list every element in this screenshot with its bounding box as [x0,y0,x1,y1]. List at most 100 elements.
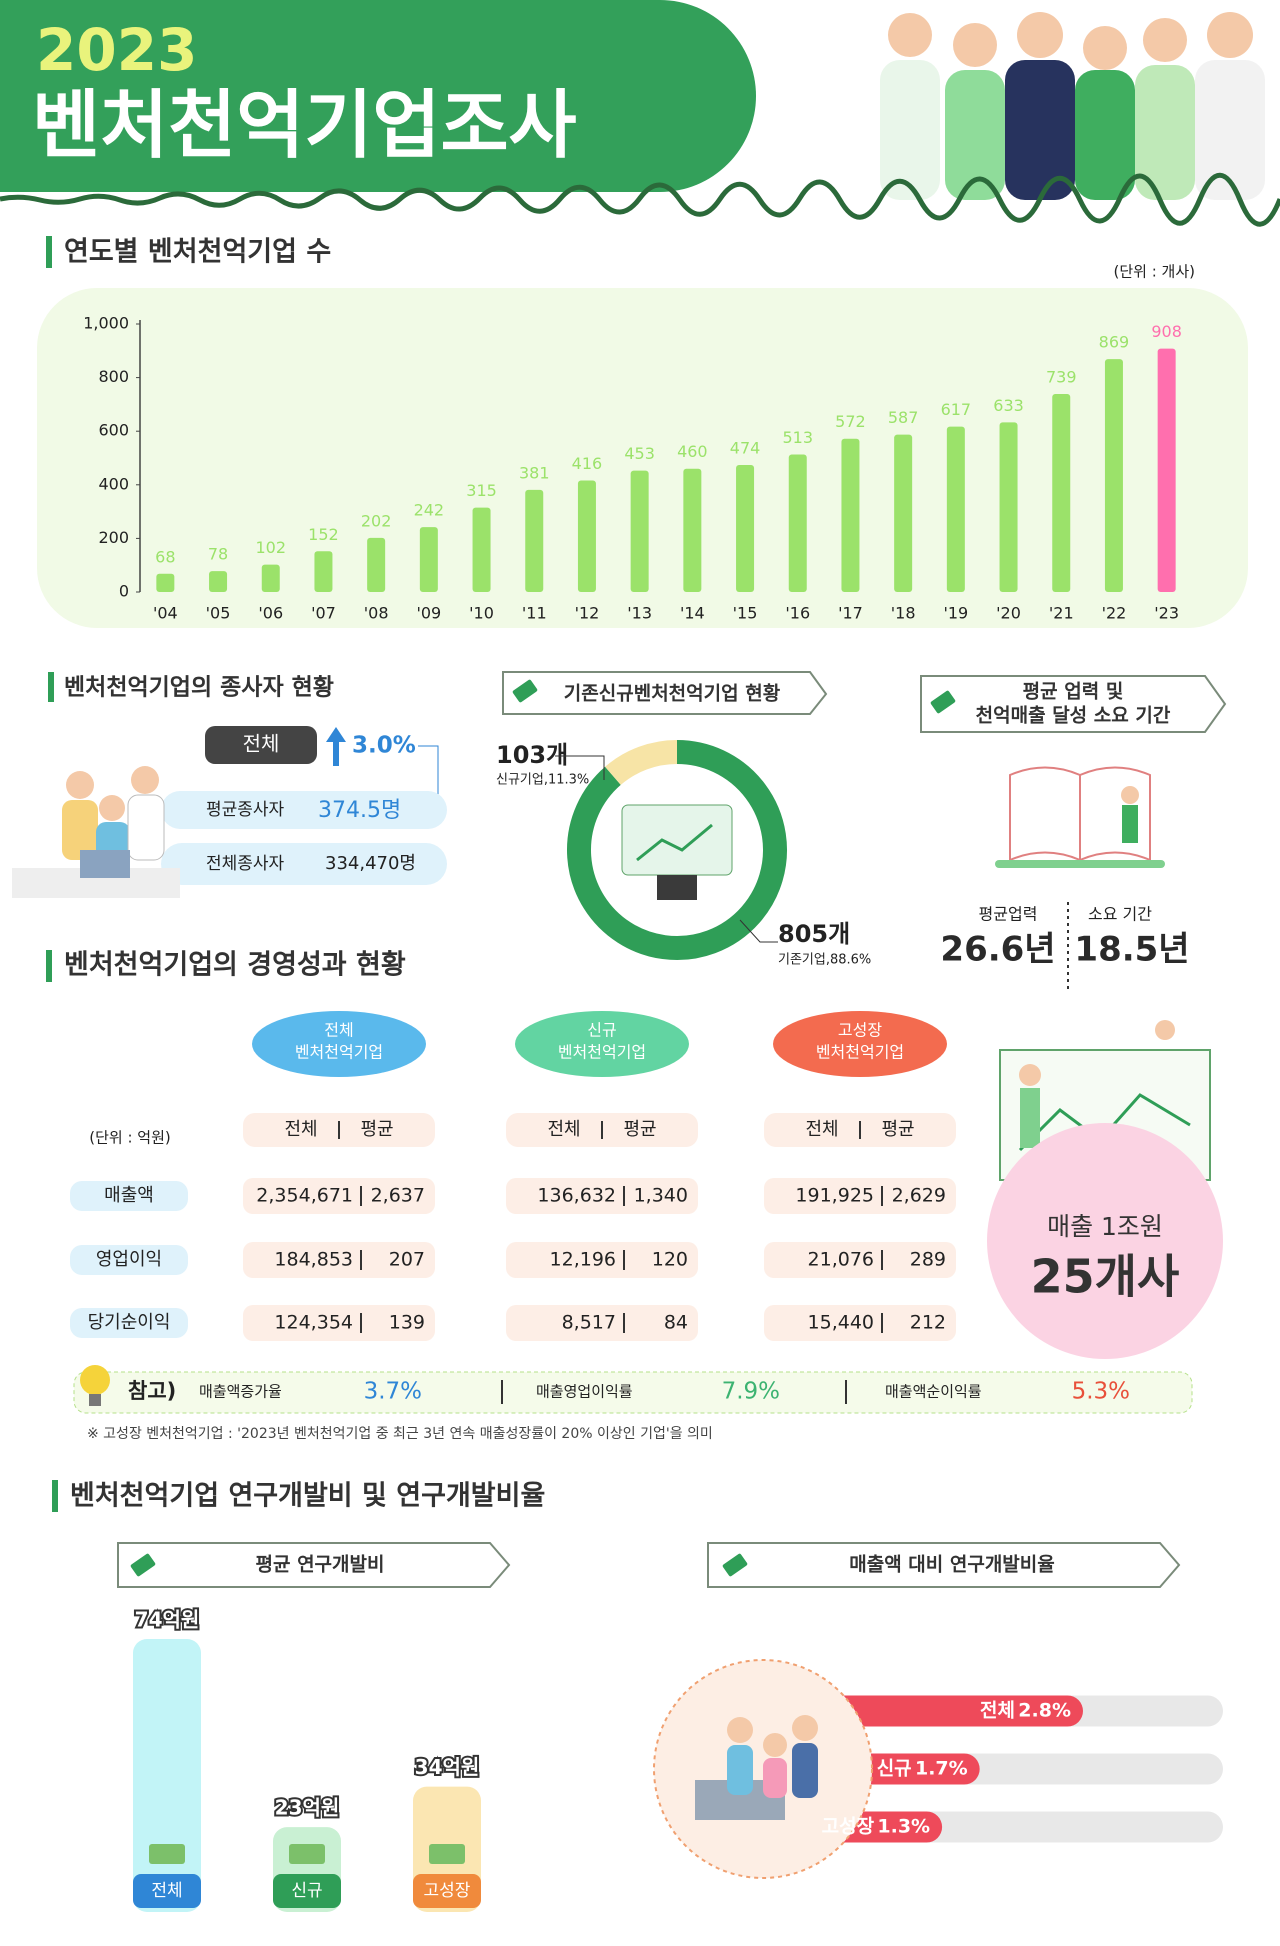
highlight-label: 매출 1조원 [1047,1212,1163,1241]
header-banner [0,0,756,192]
value-label: 68 [155,547,175,566]
category-label: 고성장 [424,1881,471,1901]
y-tick-label: 1,000 [83,314,129,333]
x-tick-label: '11 [522,604,547,623]
x-tick-label: '17 [838,604,863,623]
value-label: 572 [835,412,866,431]
bar [419,527,438,592]
row-label: 당기순이익 [88,1312,171,1333]
value-label: 242 [414,501,445,520]
bar [133,1639,201,1912]
cell-pill [243,1178,435,1214]
value-label: 416 [572,454,603,473]
cell-value: 212 [910,1312,946,1334]
row-pill [161,843,447,885]
value-label: 2.8% [1018,1700,1071,1722]
category-pill [413,1874,481,1908]
group-oval [773,1011,947,1077]
bar [683,468,702,592]
value-label: 103개 [496,741,568,769]
cell-value: 184,853 [274,1249,353,1271]
column-header: 전체 [805,1119,838,1140]
total-pill [205,726,317,764]
x-tick-label: '23 [1154,604,1179,623]
category-label: 전체 [151,1881,182,1901]
value-label: 152 [308,525,339,544]
bar [736,464,755,592]
value-label: 202 [361,511,392,530]
cell-value: 2,637 [371,1185,425,1207]
bar [841,438,860,592]
y-tick-label: 400 [98,474,129,493]
column-header: 평균 [360,1119,393,1140]
category-pill [273,1874,341,1908]
cell-value: 2,354,671 [256,1185,353,1207]
x-tick-label: '05 [206,604,231,623]
pencil-icon [722,1553,748,1577]
section-title: 벤처천억기업의 종사자 현황 [64,675,334,701]
column-header: 전체 [284,1119,317,1140]
value-label: 617 [941,400,972,419]
value-label: 453 [624,444,655,463]
cell-value: 124,354 [274,1312,353,1334]
x-tick-label: '14 [680,604,705,623]
value-label: 381 [519,463,550,482]
cell-value: 84 [664,1312,688,1334]
cell-value: 12,196 [550,1249,616,1271]
unit-label: (단위 : 개사) [1114,263,1196,281]
section-marker [46,236,52,268]
cell-value: 289 [910,1249,946,1271]
value-label: 587 [888,408,919,427]
value-label: 460 [677,442,708,461]
cell-pill [764,1178,956,1214]
reference-item-label: 매출액순이익률 [885,1383,982,1401]
bar [314,551,333,592]
donut-illustration [636,823,713,862]
unit-label: (단위 : 억원) [89,1129,171,1147]
row-pill [161,791,447,829]
group-name: 고성장 [838,1021,882,1040]
cell-value: 191,925 [795,1185,874,1207]
bar [788,454,807,592]
group-name: 벤처천억기업 [816,1043,904,1062]
cell-pill [243,1242,435,1278]
bar [946,426,965,592]
x-tick-label: '04 [153,604,178,623]
banner [920,675,1227,733]
row-value: 374.5명 [318,798,401,823]
value-label: 1.7% [915,1758,968,1780]
value-label: 869 [1099,333,1130,352]
section-marker [52,1480,58,1512]
group-oval [515,1011,689,1077]
value-label: 34억원 [415,1755,480,1779]
banner-title: 평균 연구개발비 [256,1554,385,1576]
row-value: 334,470명 [325,853,416,874]
growth-value: 3.0% [352,733,416,759]
group-name: 전체 [324,1021,353,1040]
tenure-value: 18.5년 [1074,930,1189,970]
y-tick-label: 0 [119,582,129,601]
value-label: 102 [255,538,286,557]
bulb-icon [89,1394,101,1406]
banner-title: 매출액 대비 연구개발비율 [849,1554,1055,1576]
x-tick-label: '10 [469,604,494,623]
cell-pill [506,1242,698,1278]
x-tick-label: '22 [1102,604,1127,623]
total-label: 전체 [243,732,280,756]
bar [367,537,386,592]
section-marker [46,950,52,982]
bar [820,1695,1083,1727]
office-illustration [12,766,180,898]
tenure-label: 소요 기간 [1088,905,1152,924]
banner-title: 평균 업력 및 [1023,681,1124,703]
bar [999,422,1018,592]
y-tick-label: 200 [98,528,129,547]
cell-value: 15,440 [808,1312,874,1334]
group-oval [252,1011,426,1077]
donut-illustration [621,804,733,876]
cell-value: 139 [389,1312,425,1334]
value-label: 23억원 [275,1796,340,1820]
